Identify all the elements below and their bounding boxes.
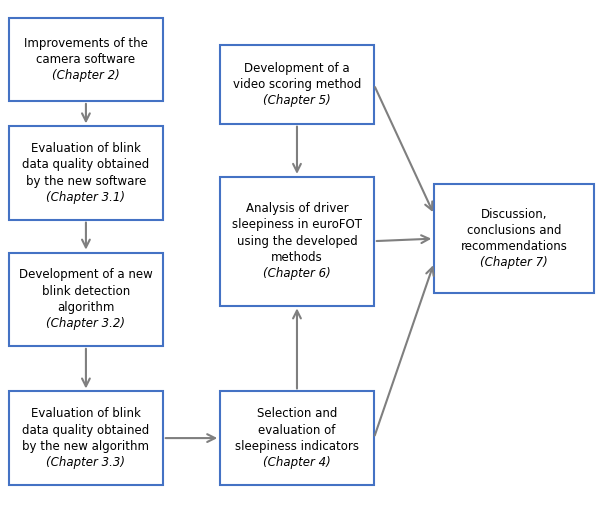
Text: Improvements of the: Improvements of the [24, 37, 148, 49]
Text: video scoring method: video scoring method [233, 78, 361, 91]
Text: (Chapter 3.2): (Chapter 3.2) [46, 317, 125, 330]
FancyBboxPatch shape [9, 18, 163, 101]
FancyBboxPatch shape [220, 45, 374, 124]
FancyBboxPatch shape [9, 252, 163, 346]
Text: (Chapter 5): (Chapter 5) [263, 94, 331, 107]
Text: by the new software: by the new software [26, 175, 146, 187]
Text: Analysis of driver: Analysis of driver [245, 203, 349, 215]
Text: sleepiness in euroFOT: sleepiness in euroFOT [232, 219, 362, 231]
Text: Development of a new: Development of a new [19, 269, 153, 281]
Text: blink detection: blink detection [42, 285, 130, 297]
Text: Discussion,: Discussion, [481, 208, 548, 221]
FancyBboxPatch shape [9, 391, 163, 485]
Text: data quality obtained: data quality obtained [22, 424, 150, 436]
FancyBboxPatch shape [220, 391, 374, 485]
Text: (Chapter 7): (Chapter 7) [480, 257, 548, 269]
Text: (Chapter 6): (Chapter 6) [263, 267, 331, 280]
FancyBboxPatch shape [220, 177, 374, 306]
Text: methods: methods [271, 251, 323, 264]
Text: sleepiness indicators: sleepiness indicators [235, 440, 359, 452]
Text: Selection and: Selection and [257, 408, 337, 420]
Text: algorithm: algorithm [57, 301, 115, 314]
Text: (Chapter 3.1): (Chapter 3.1) [46, 191, 125, 204]
FancyBboxPatch shape [9, 126, 163, 220]
Text: (Chapter 4): (Chapter 4) [263, 456, 331, 469]
Text: recommendations: recommendations [461, 240, 567, 253]
Text: conclusions and: conclusions and [467, 224, 561, 237]
Text: Development of a: Development of a [244, 62, 350, 75]
Text: using the developed: using the developed [236, 235, 358, 247]
Text: (Chapter 3.3): (Chapter 3.3) [46, 456, 125, 469]
Text: by the new algorithm: by the new algorithm [22, 440, 150, 452]
FancyBboxPatch shape [434, 184, 594, 293]
Text: evaluation of: evaluation of [258, 424, 336, 436]
Text: (Chapter 2): (Chapter 2) [52, 69, 120, 82]
Text: Evaluation of blink: Evaluation of blink [31, 142, 141, 155]
Text: camera software: camera software [36, 53, 136, 66]
Text: data quality obtained: data quality obtained [22, 159, 150, 171]
Text: Evaluation of blink: Evaluation of blink [31, 408, 141, 420]
